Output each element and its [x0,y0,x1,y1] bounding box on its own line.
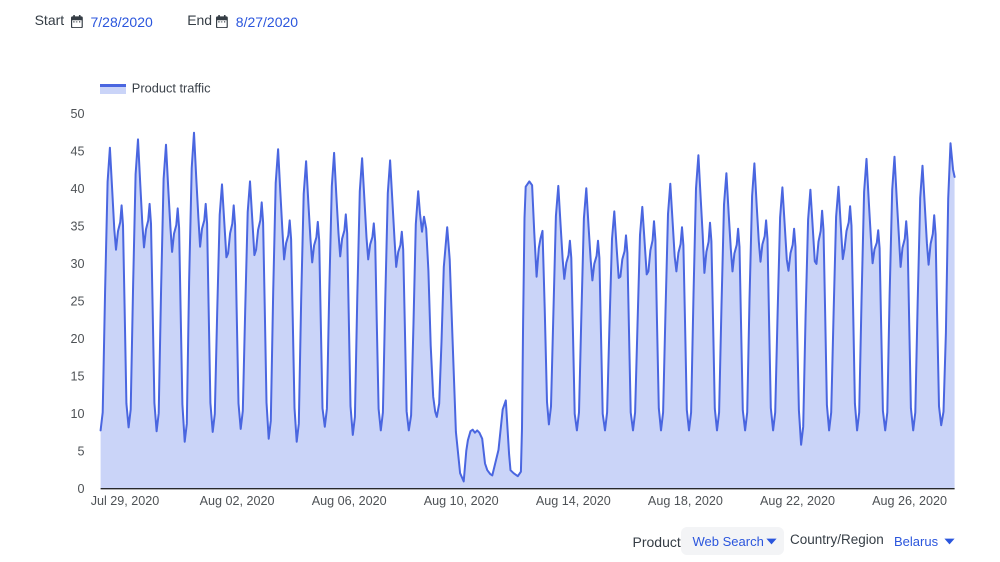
svg-text:Aug 22, 2020: Aug 22, 2020 [760,494,835,508]
svg-text:Aug 26, 2020: Aug 26, 2020 [872,494,947,508]
svg-text:Product traffic: Product traffic [132,80,211,95]
svg-text:Aug 10, 2020: Aug 10, 2020 [424,494,499,508]
svg-text:0: 0 [77,482,84,496]
svg-text:40: 40 [70,182,84,196]
svg-text:35: 35 [70,219,84,233]
svg-text:20: 20 [70,332,84,346]
svg-text:Jul 29, 2020: Jul 29, 2020 [91,494,160,508]
svg-text:Aug 02, 2020: Aug 02, 2020 [200,494,275,508]
svg-text:30: 30 [70,257,84,271]
svg-text:15: 15 [70,369,84,383]
svg-text:Aug 18, 2020: Aug 18, 2020 [648,494,723,508]
svg-text:Aug 14, 2020: Aug 14, 2020 [536,494,611,508]
svg-text:25: 25 [70,294,84,308]
svg-text:10: 10 [70,407,84,421]
svg-text:50: 50 [70,107,84,121]
svg-text:45: 45 [70,144,84,158]
svg-text:Aug 06, 2020: Aug 06, 2020 [312,494,387,508]
svg-text:5: 5 [77,444,84,458]
